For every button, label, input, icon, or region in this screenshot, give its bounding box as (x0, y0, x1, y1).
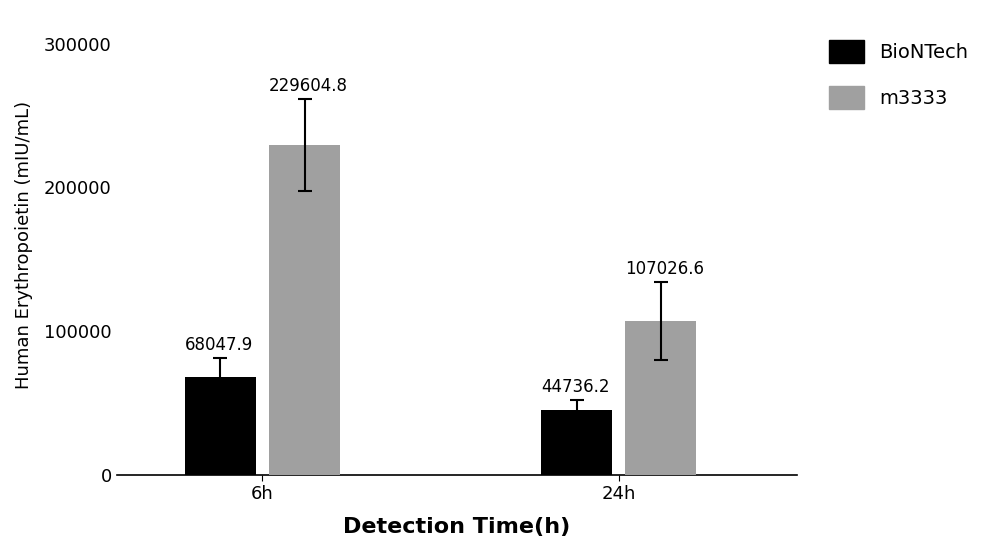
Y-axis label: Human Erythropoietin (mIU/mL): Human Erythropoietin (mIU/mL) (15, 101, 33, 389)
Bar (541, 411, 612, 475)
Bar (625, 321, 696, 475)
Text: 107026.6: 107026.6 (625, 260, 704, 278)
X-axis label: Detection Time(h): Detection Time(h) (343, 517, 570, 537)
Legend: BioNTech, m3333: BioNTech, m3333 (813, 25, 984, 124)
Text: 229604.8: 229604.8 (269, 77, 348, 94)
Text: 68047.9: 68047.9 (185, 336, 253, 354)
Bar (185, 377, 256, 475)
Text: 44736.2: 44736.2 (541, 378, 609, 396)
Bar (269, 145, 340, 475)
